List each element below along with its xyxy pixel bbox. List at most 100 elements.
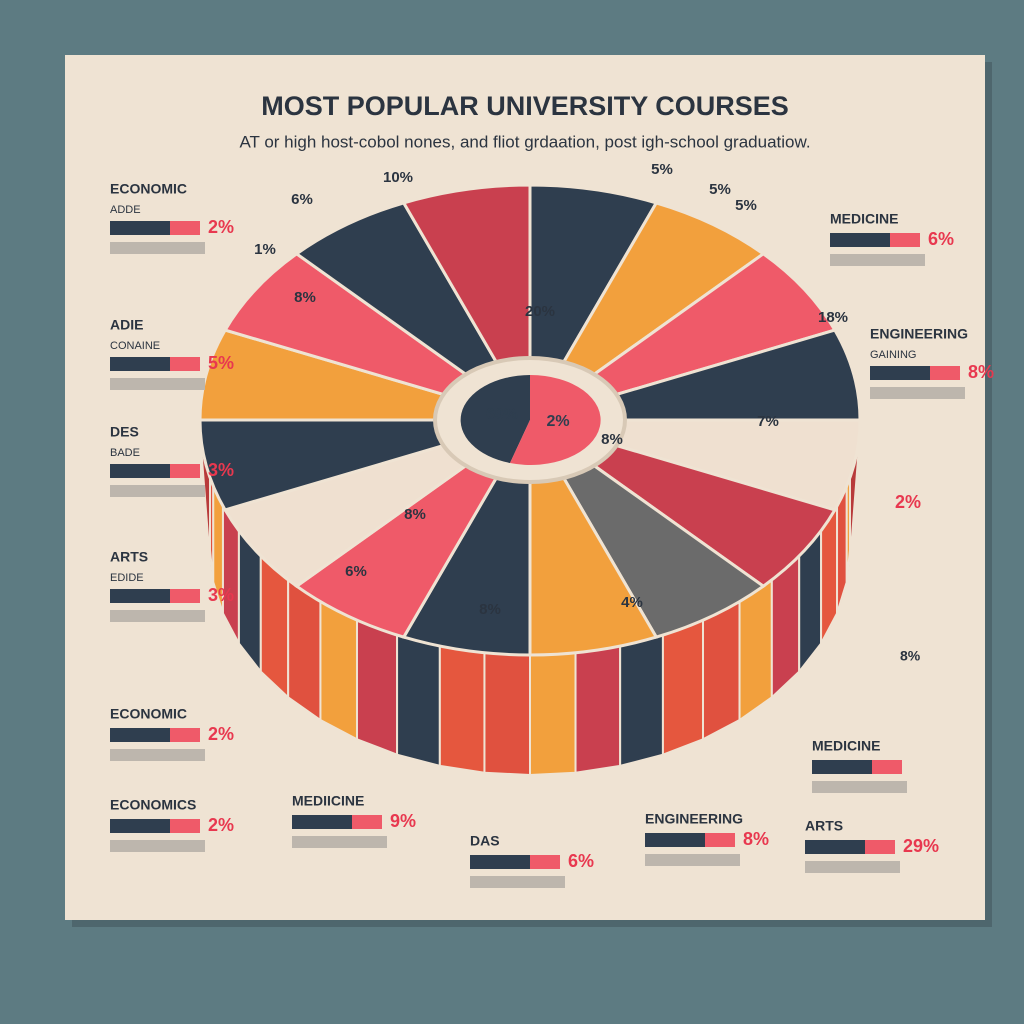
legend-value: 2%: [208, 217, 234, 237]
legend-track: [870, 387, 965, 399]
pie-slice: [222, 251, 531, 422]
legend-label: ECONOMIC: [110, 706, 187, 722]
legend-bar-accent: [705, 833, 735, 847]
center-label: 2%: [546, 413, 569, 430]
legend-bar-accent: [170, 728, 200, 742]
legend-bar-accent: [872, 760, 902, 774]
pie-label: 6%: [291, 191, 313, 208]
legend-value: 2%: [208, 815, 234, 835]
legend-bar-accent: [170, 819, 200, 833]
hub-right: [510, 374, 601, 465]
legend-bar: [292, 815, 352, 829]
legend-label: ADIE: [110, 317, 143, 333]
legend-label: MEDIICINE: [292, 793, 364, 809]
pie: [198, 183, 862, 777]
legend-label: ARTS: [805, 818, 843, 834]
legend-track: [645, 854, 740, 866]
extra-label: 8%: [900, 648, 921, 664]
title: MOST POPULAR UNIVERSITY COURSES: [261, 91, 789, 121]
pie-label: 8%: [404, 506, 426, 523]
legend-bar: [110, 589, 170, 603]
pie-label: 10%: [383, 169, 413, 186]
legend-track: [470, 876, 565, 888]
legend-sublabel: EDIDE: [110, 572, 144, 584]
legend-track: [110, 378, 205, 390]
legend-track: [110, 749, 205, 761]
center-label: 69%: [486, 406, 518, 423]
legend-bar-accent: [170, 589, 200, 603]
legend-bar: [110, 357, 170, 371]
pie-label: 20%: [525, 303, 555, 320]
legend-track: [110, 485, 205, 497]
pie-label: 8%: [294, 289, 316, 306]
pie-label: 4%: [621, 594, 643, 611]
pie-label: 7%: [757, 413, 779, 430]
pie-label: 5%: [651, 161, 673, 178]
legend-value: 5%: [208, 353, 234, 373]
legend-track: [812, 781, 907, 793]
pie-label: 8%: [479, 601, 501, 618]
pie-slice: [528, 418, 766, 639]
legend-bar-accent: [530, 855, 560, 869]
legend-bar: [645, 833, 705, 847]
pie-label: 8%: [601, 431, 623, 448]
subtitle: AT or high host-cobol nones, and fliot g…: [239, 132, 810, 151]
legend-bar-accent: [865, 840, 895, 854]
legend-track: [830, 254, 925, 266]
legend-bar: [110, 464, 170, 478]
pie-slice: [222, 418, 531, 589]
legend-sublabel: BADE: [110, 447, 140, 459]
legend-label: ARTS: [110, 549, 148, 565]
legend-bar: [812, 760, 872, 774]
legend-sublabel: CONAINE: [110, 340, 160, 352]
legend-track: [110, 840, 205, 852]
legend-label: DAS: [470, 833, 500, 849]
pie-slice: [294, 201, 532, 422]
legend-bar: [110, 819, 170, 833]
pie-slice: [528, 201, 766, 422]
pie-slice: [529, 418, 838, 589]
legend-label: ECONOMIC: [110, 181, 187, 197]
legend-sublabel: GAINING: [870, 349, 916, 361]
legend-bar-accent: [890, 233, 920, 247]
legend-bar: [110, 221, 170, 235]
legend-track: [110, 610, 205, 622]
legend-sublabel: ADDE: [110, 204, 141, 216]
legend-value: 8%: [743, 829, 769, 849]
pie-slice: [294, 418, 532, 639]
pie-label: 5%: [709, 181, 731, 198]
labels: 69% 2%6%10% 5%5%5%1%8%18%20%7%8%8%6%8% 4%EC…: [110, 161, 994, 888]
legend-value: 8%: [968, 362, 994, 382]
legend-bar-accent: [170, 221, 200, 235]
legend-bar: [870, 366, 930, 380]
legend-value: 3%: [208, 460, 234, 480]
pie-label: 6%: [345, 563, 367, 580]
pie-label: 1%: [254, 241, 276, 258]
pie-slice: [529, 251, 838, 422]
legend-bar: [830, 233, 890, 247]
legend-value: 6%: [928, 229, 954, 249]
legend-value: 29%: [903, 836, 939, 856]
legend-value: 9%: [390, 811, 416, 831]
legend-bar-accent: [352, 815, 382, 829]
legend-track: [805, 861, 900, 873]
legend-label: DES: [110, 424, 139, 440]
legend-value: 3%: [208, 585, 234, 605]
legend-label: MEDICINE: [830, 211, 898, 227]
legend-label: ENGINEERING: [870, 326, 968, 342]
pie-label: 5%: [735, 197, 757, 214]
legend-label: ENGINEERING: [645, 811, 743, 827]
legend-bar-accent: [170, 357, 200, 371]
legend-track: [292, 836, 387, 848]
extra-label: 2%: [895, 492, 921, 512]
pie-label: 18%: [818, 309, 848, 326]
legend-bar-accent: [930, 366, 960, 380]
legend-value: 2%: [208, 724, 234, 744]
hub-left: [460, 375, 530, 463]
pie-side-stripe: [574, 634, 622, 774]
legend-track: [110, 242, 205, 254]
legend-bar: [805, 840, 865, 854]
legend-label: ECONOMICS: [110, 797, 196, 813]
legend-label: MEDICINE: [812, 738, 880, 754]
